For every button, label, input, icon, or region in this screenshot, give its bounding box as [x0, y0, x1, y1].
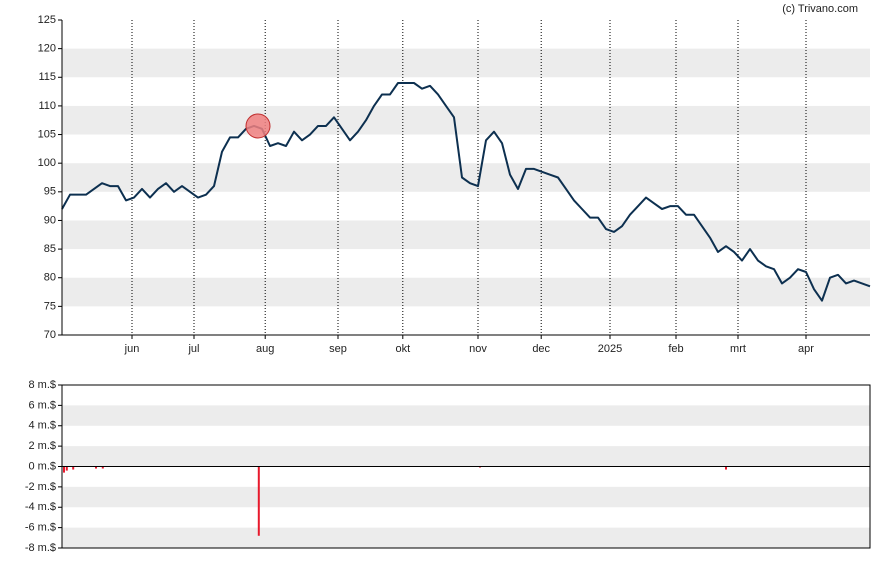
- x-tick-label: 2025: [598, 343, 622, 355]
- y-tick-label: 80: [44, 272, 56, 284]
- grid-band: [62, 105, 870, 135]
- y-tick-label: 90: [44, 214, 56, 226]
- x-tick-label: jun: [124, 343, 140, 355]
- x-tick-label: sep: [329, 343, 347, 355]
- x-tick-label: nov: [469, 343, 487, 355]
- y-tick-label: 95: [44, 186, 56, 198]
- y-tick-label: 4 m.$: [28, 420, 56, 432]
- grid-band: [62, 48, 870, 78]
- x-tick-label: apr: [798, 343, 814, 355]
- y-tick-label: -8 m.$: [25, 542, 56, 554]
- y-tick-label: 0 m.$: [28, 460, 56, 472]
- x-tick-label: aug: [256, 343, 274, 355]
- frame: [61, 384, 871, 549]
- bar: [95, 466, 97, 469]
- grid-band: [62, 486, 870, 508]
- price-line: [61, 82, 871, 302]
- grid-band: [62, 446, 870, 467]
- x-tick-label: okt: [395, 343, 410, 355]
- y-tick-label: 75: [44, 300, 56, 312]
- y-tick-label: 8 m.$: [28, 379, 56, 391]
- y-tick-label: 110: [38, 100, 56, 112]
- y-tick-label: 85: [44, 243, 56, 255]
- y-tick-label: 6 m.$: [28, 399, 56, 411]
- grid-band: [62, 220, 870, 250]
- source: (c) Trivano.com: [782, 3, 858, 15]
- bar: [72, 466, 75, 470]
- bar: [101, 466, 104, 469]
- y-tick-label: -6 m.$: [25, 522, 56, 534]
- x-tick-label: feb: [668, 343, 683, 355]
- bar: [257, 466, 260, 536]
- y-tick-label: -2 m.$: [25, 481, 56, 493]
- y-tick-label: 70: [44, 329, 56, 341]
- x-tick-label: mrt: [730, 343, 746, 355]
- y-tick-label: 100: [38, 157, 56, 169]
- highlight-marker: [245, 113, 271, 139]
- grid-band: [62, 527, 870, 548]
- grid-band: [62, 277, 870, 307]
- y-tick-label: 105: [38, 128, 56, 140]
- y-tick-label: -4 m.$: [25, 501, 56, 513]
- x-tick-label: dec: [532, 343, 550, 355]
- bar: [725, 466, 727, 470]
- bar: [479, 466, 481, 468]
- y-tick-label: 120: [38, 43, 56, 55]
- bar: [63, 466, 65, 473]
- bar: [65, 466, 68, 471]
- grid-band: [62, 405, 870, 426]
- y-tick-label: 2 m.$: [28, 440, 56, 452]
- x-tick-label: jul: [187, 343, 199, 355]
- y-tick-label: 115: [38, 71, 56, 83]
- grid-band: [62, 163, 870, 192]
- y-tick-label: 125: [38, 14, 56, 26]
